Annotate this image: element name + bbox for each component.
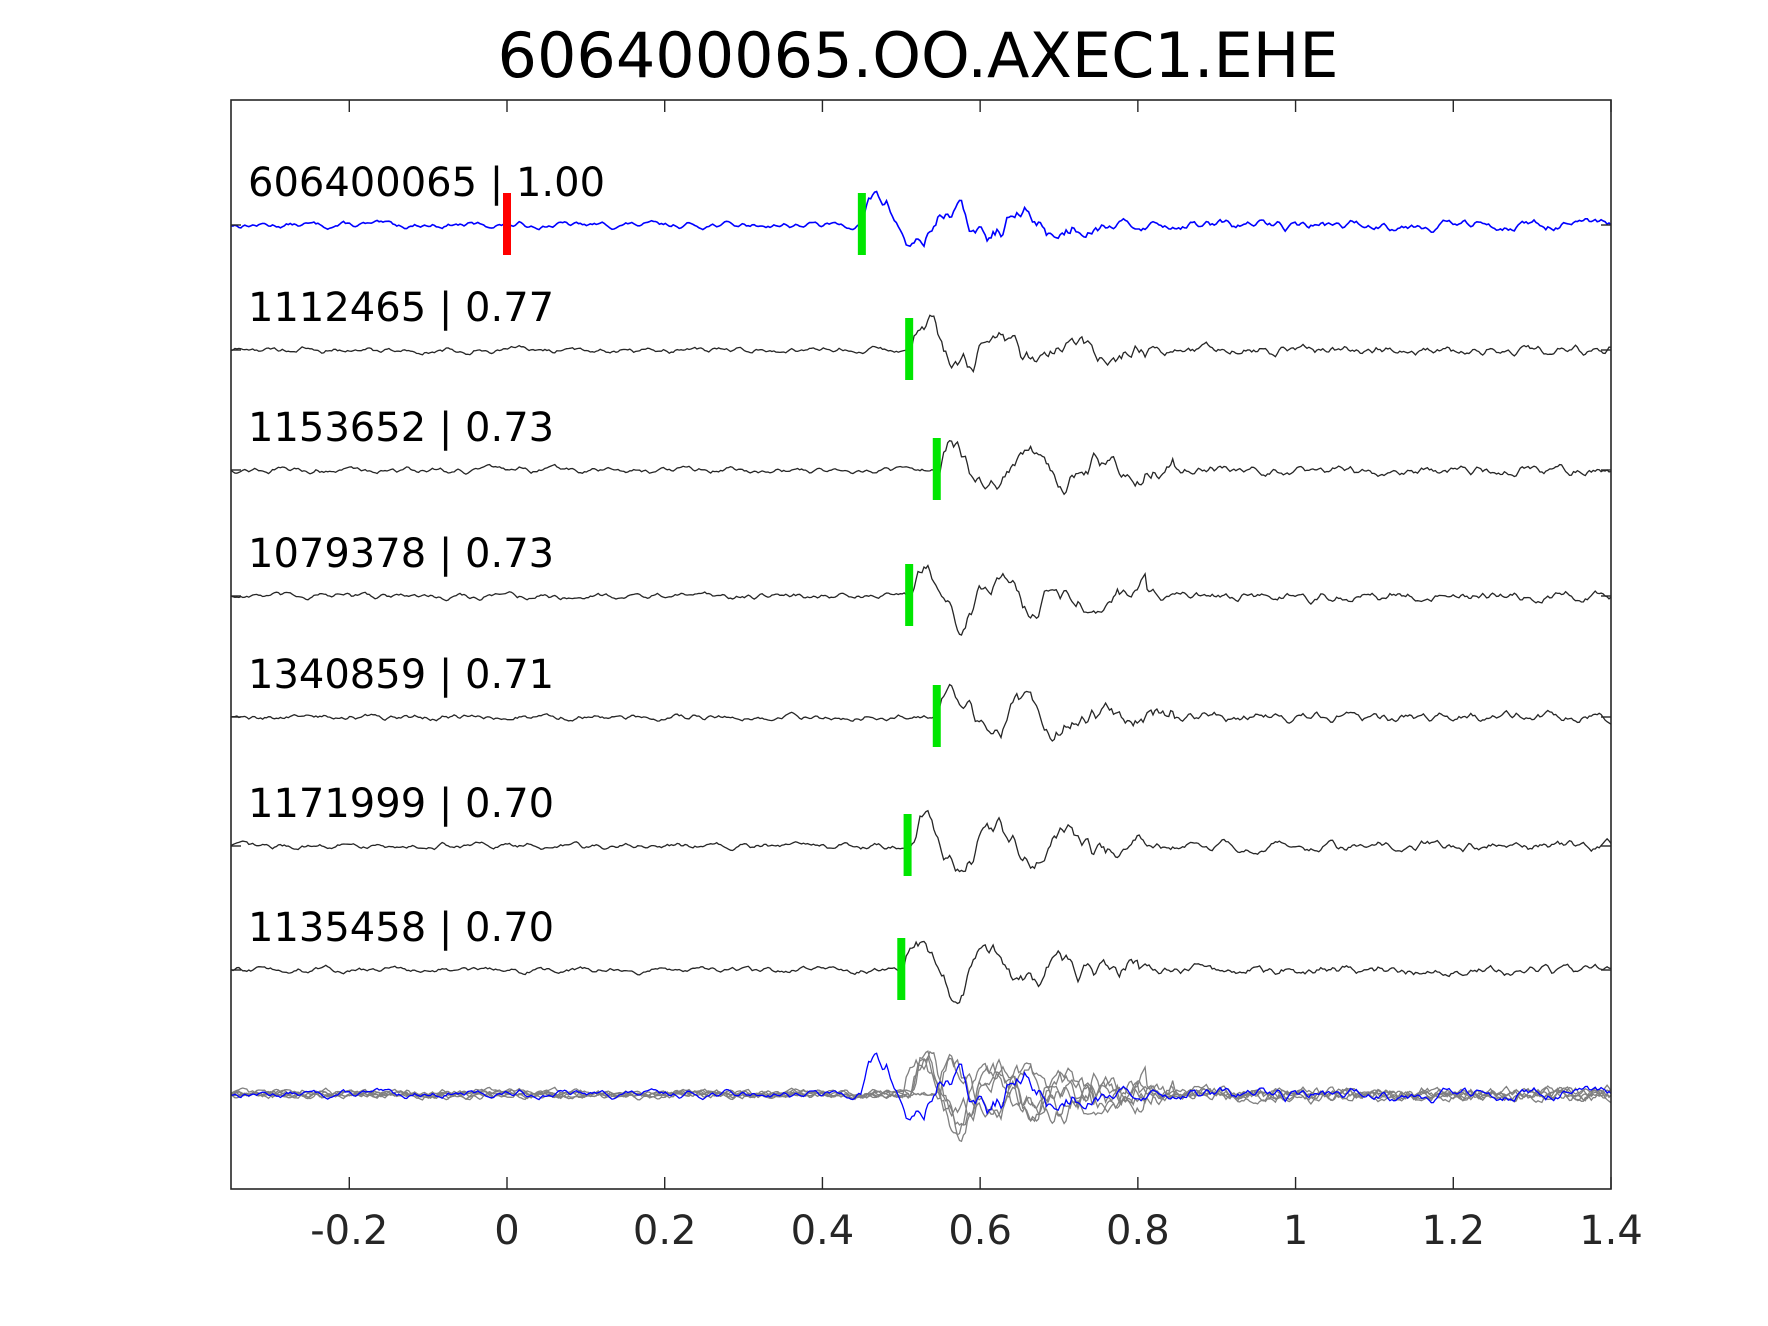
trace-label: 606400065 | 1.00 xyxy=(248,160,605,206)
trace-label: 1112465 | 0.77 xyxy=(248,285,554,331)
stacked-overlay xyxy=(230,1050,1612,1143)
waveform-trace xyxy=(230,564,1612,636)
x-tick-label: 0.6 xyxy=(948,1208,1012,1254)
x-tick-label: 0.2 xyxy=(633,1208,697,1254)
chart-title: 606400065.OO.AXEC1.EHE xyxy=(498,19,1339,92)
waveform-trace xyxy=(230,683,1612,742)
x-tick-label: 1.4 xyxy=(1579,1208,1643,1254)
pick-marker xyxy=(905,564,914,626)
x-axis: -0.2 0 0.2 0.4 0.6 0.8 1 1.2 1.4 xyxy=(310,100,1643,1254)
pick-marker xyxy=(897,938,906,1000)
pick-marker xyxy=(857,193,866,255)
x-tick-label: 0.8 xyxy=(1106,1208,1170,1254)
x-tick-label: 0.4 xyxy=(791,1208,855,1254)
x-tick-label: -0.2 xyxy=(310,1208,388,1254)
waveform-traces xyxy=(230,190,1612,1005)
origin-marker xyxy=(503,193,511,255)
trace-label: 1171999 | 0.70 xyxy=(248,781,554,827)
plot-frame xyxy=(230,99,1612,1190)
stacked-trace xyxy=(230,1058,1612,1136)
trace-label: 1153652 | 0.73 xyxy=(248,405,554,451)
stacked-trace xyxy=(230,1052,1612,1122)
pick-marker xyxy=(903,814,912,876)
trace-labels: 606400065 | 1.00 1112465 | 0.77 1153652 | … xyxy=(248,160,605,951)
waveform-trace xyxy=(230,809,1612,873)
pick-marker xyxy=(932,438,941,500)
x-tick-label: 1.2 xyxy=(1421,1208,1485,1254)
trace-label: 1340859 | 0.71 xyxy=(248,652,554,698)
waveform-trace xyxy=(230,439,1612,496)
trace-label: 1135458 | 0.70 xyxy=(248,905,554,951)
pick-marker xyxy=(932,685,941,747)
stacked-trace xyxy=(230,1053,1612,1125)
stacked-trace xyxy=(230,1050,1611,1123)
x-tick-label: 1 xyxy=(1283,1208,1308,1254)
pick-marker xyxy=(905,318,914,380)
waveform-trace xyxy=(230,940,1612,1005)
pick-markers xyxy=(503,193,941,1000)
waveform-trace xyxy=(230,190,1612,249)
trace-label: 1079378 | 0.73 xyxy=(248,531,554,577)
waveform-trace xyxy=(230,314,1611,374)
x-tick-label: 0 xyxy=(494,1208,519,1254)
